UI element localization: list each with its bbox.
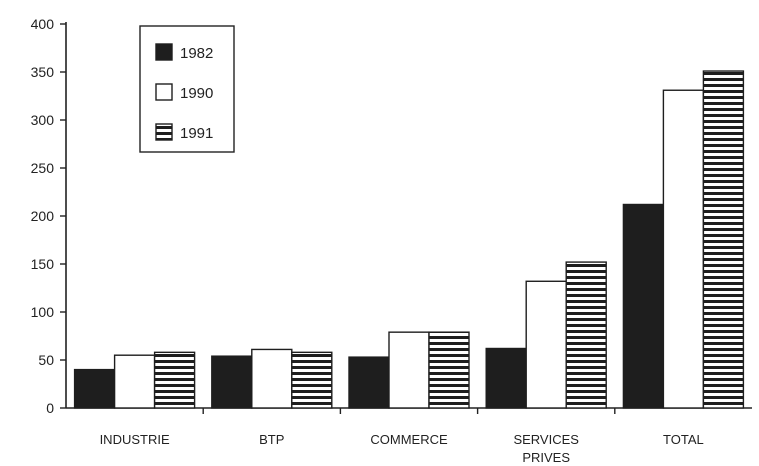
x-category-label: COMMERCE [370,432,448,447]
y-tick-label: 300 [31,112,55,128]
bar [485,347,527,409]
bar [525,280,567,409]
y-tick-label: 50 [38,352,54,368]
bar [428,331,470,409]
y-tick-label: 250 [31,160,55,176]
bar [348,356,390,409]
legend-label: 1982 [180,45,213,62]
x-category-label: INDUSTRIE [100,432,170,447]
bar [662,89,705,409]
legend-label: 1990 [180,85,213,102]
bar [291,351,333,409]
legend-swatch [155,43,173,61]
bar [211,355,253,409]
y-tick-label: 0 [46,400,54,416]
x-category-label: TOTAL [663,432,704,447]
legend-swatch [155,83,173,101]
y-tick-label: 350 [31,64,55,80]
bar [153,351,196,409]
bar [622,203,665,409]
legend-label: 1991 [180,125,213,142]
x-category-label: BTP [259,432,284,447]
legend: 1982 1990 1991 [139,25,235,153]
y-tick-label: 150 [31,256,55,272]
bars [73,70,745,409]
y-tick-label: 100 [31,304,55,320]
legend-swatch [155,123,173,141]
bar [565,261,607,409]
y-tick-label: 400 [31,16,55,32]
bar [113,354,156,409]
x-category-label: SERVICES PRIVES [513,432,579,465]
bar [73,368,116,409]
bar [251,348,293,409]
y-tick-label: 200 [31,208,55,224]
labels: 0 50 100 150 200 250 300 350 400 INDUSTRIE BTP COMM… [31,16,704,465]
bar [388,331,430,409]
bar [702,70,745,409]
